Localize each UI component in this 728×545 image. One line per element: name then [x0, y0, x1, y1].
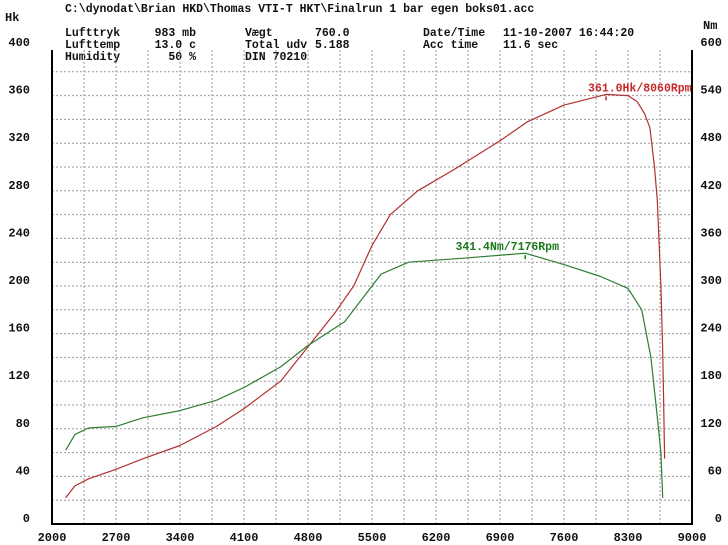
- x-tick-label: 2000: [38, 531, 67, 545]
- info-field: Lufttemp: [65, 39, 120, 52]
- x-tick-label: 3400: [166, 531, 195, 545]
- file-path: C:\dynodat\Brian HKD\Thomas VTI-T HKT\Fi…: [65, 3, 534, 16]
- info-field: 11-10-2007 16:44:20: [503, 27, 634, 40]
- y-axis-right-label: Nm: [703, 19, 717, 33]
- y-tick-label-right: 600: [700, 36, 722, 50]
- y-tick-label-right: 300: [700, 274, 722, 288]
- info-field: Humidity: [65, 51, 120, 64]
- info-field: 50 %: [168, 51, 196, 64]
- y-tick-label-left: 360: [8, 84, 30, 98]
- x-tick-label: 5500: [358, 531, 387, 545]
- y-axis-left-label: Hk: [5, 11, 19, 25]
- y-tick-label-right: 240: [700, 322, 722, 336]
- y-tick-label-left: 40: [16, 464, 30, 478]
- y-tick-label-right: 60: [708, 464, 722, 478]
- info-field: Acc time: [423, 39, 478, 52]
- x-tick-label: 6900: [486, 531, 515, 545]
- info-field: 5.188: [315, 39, 350, 52]
- x-tick-label: 4800: [294, 531, 323, 545]
- x-tick-label: 6200: [422, 531, 451, 545]
- info-field: 13.0 c: [155, 39, 197, 52]
- info-field: Vægt: [245, 27, 273, 40]
- torque-curve: [65, 252, 664, 498]
- annotations: 361.0Hk/8060Rpm 341.4Nm/7176Rpm: [455, 82, 692, 260]
- x-tick-label: 8300: [614, 531, 643, 545]
- series: [65, 93, 666, 499]
- y-tick-label-left: 240: [8, 226, 30, 240]
- x-tick-label: 4100: [230, 531, 259, 545]
- info-field: Lufttryk: [65, 27, 120, 40]
- y-tick-label-right: 480: [700, 131, 722, 145]
- info-field: 760.0: [315, 27, 350, 40]
- info-field: 983 mb: [155, 27, 197, 40]
- y-tick-label-right: 360: [700, 226, 722, 240]
- y-tick-label-left: 400: [8, 36, 30, 50]
- y-tick-label-right: 540: [700, 84, 722, 98]
- x-tick-label: 7600: [550, 531, 579, 545]
- y-tick-label-right: 120: [700, 417, 722, 431]
- tick-labels: 2000 2700 3400 4100 4800 5500 6200 6900 7600 8300…: [8, 36, 722, 545]
- x-tick-label: 2700: [102, 531, 131, 545]
- y-tick-label-left: 120: [8, 369, 30, 383]
- info-field: Date/Time: [423, 27, 485, 40]
- y-tick-label-left: 320: [8, 131, 30, 145]
- y-tick-label-left: 160: [8, 322, 30, 336]
- y-tick-label-right: 420: [700, 179, 722, 193]
- y-tick-label-right: 180: [700, 369, 722, 383]
- run-info: Lufttryk 983 mb Vægt 760.0 Date/Time 11-10-20…: [65, 27, 634, 64]
- x-tick-label: 9000: [678, 531, 707, 545]
- info-field: DIN 70210: [245, 51, 307, 64]
- axes: [51, 50, 693, 525]
- grid: [52, 50, 692, 524]
- y-tick-label-left: 280: [8, 179, 30, 193]
- y-tick-label-left: 80: [16, 417, 30, 431]
- y-tick-label-right: 0: [715, 512, 722, 526]
- power-curve: [65, 93, 666, 499]
- info-field: Total udv: [245, 39, 307, 52]
- y-tick-label-left: 0: [23, 512, 30, 526]
- y-tick-label-left: 200: [8, 274, 30, 288]
- peak-power-label: 361.0Hk/8060Rpm: [588, 82, 692, 95]
- info-field: 11.6 sec: [503, 39, 558, 52]
- peak-torque-label: 341.4Nm/7176Rpm: [455, 241, 559, 254]
